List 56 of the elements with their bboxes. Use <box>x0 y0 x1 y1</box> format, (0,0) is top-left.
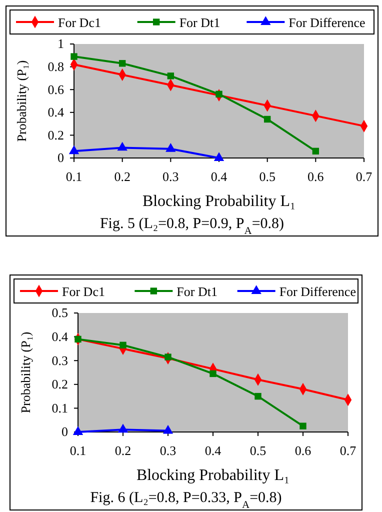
point <box>210 370 216 378</box>
point <box>162 424 174 434</box>
x-tick-label: 0.4 <box>210 169 228 184</box>
y-tick-label: 0.4 <box>52 328 68 344</box>
y-axis-title: Probability (P₁) <box>18 332 33 414</box>
legend-label: For Dt1 <box>176 284 218 299</box>
y-tick-label: 0 <box>58 150 64 166</box>
point <box>214 152 224 161</box>
legend-label: For Difference <box>288 15 366 30</box>
point <box>254 392 262 400</box>
point <box>117 142 128 151</box>
x-axis-title: Blocking Probability L₁ <box>142 193 296 210</box>
point <box>118 424 128 433</box>
x-tick-label: 0.5 <box>250 443 266 458</box>
x-tick-label: 0.6 <box>308 169 324 184</box>
text: Fig. 6 (L₂=0.8, P=0.33, P$_{A}$=0.8) <box>90 490 282 510</box>
y-tick-label: 0.3 <box>52 352 68 368</box>
point <box>120 342 126 348</box>
legend-label: For Dc1 <box>62 284 105 299</box>
legend-label: For Difference <box>279 284 356 299</box>
x-axis-title: Blocking Probability L₁ <box>136 467 290 484</box>
point <box>312 148 320 155</box>
text: Fig. 5 (L₂=0.8, P=0.9, P$_{A}$=0.8) <box>100 216 284 236</box>
y-axis-title: Probability (P₁) <box>14 60 29 142</box>
x-tick-label: 0.6 <box>294 443 312 458</box>
point <box>72 426 84 435</box>
x-tick-label: 0.2 <box>114 443 132 458</box>
y-tick-label: 1 <box>58 36 64 52</box>
point <box>300 422 306 430</box>
point <box>118 60 126 67</box>
point <box>70 53 78 60</box>
y-tick-label: 0.1 <box>52 400 68 416</box>
x-tick-label: 0.7 <box>340 443 357 458</box>
point <box>167 72 174 80</box>
y-tick-label: 0.8 <box>48 58 64 74</box>
point <box>74 336 82 343</box>
y-tick-label: 0.2 <box>52 376 68 392</box>
point <box>164 354 172 360</box>
y-tick-label: 0.6 <box>48 82 64 97</box>
y-tick-label: 0.4 <box>48 104 64 120</box>
point <box>166 142 176 152</box>
x-tick-label: 0.1 <box>70 443 86 458</box>
y-tick-label: 0 <box>62 424 68 440</box>
legend-label: For Dc1 <box>58 15 101 30</box>
x-tick-label: 0.5 <box>259 169 276 184</box>
point <box>216 90 222 98</box>
x-tick-label: 0.3 <box>162 169 179 184</box>
x-tick-label: 0.4 <box>204 443 222 458</box>
y-tick-label: 0.5 <box>52 305 68 320</box>
legend-label: For Dt1 <box>179 15 220 30</box>
x-tick-label: 0.7 <box>356 169 373 184</box>
point <box>68 145 80 154</box>
point <box>264 116 271 123</box>
x-tick-label: 0.2 <box>114 169 130 184</box>
y-tick-label: 0.2 <box>48 127 64 142</box>
x-tick-label: 0.3 <box>160 443 176 458</box>
